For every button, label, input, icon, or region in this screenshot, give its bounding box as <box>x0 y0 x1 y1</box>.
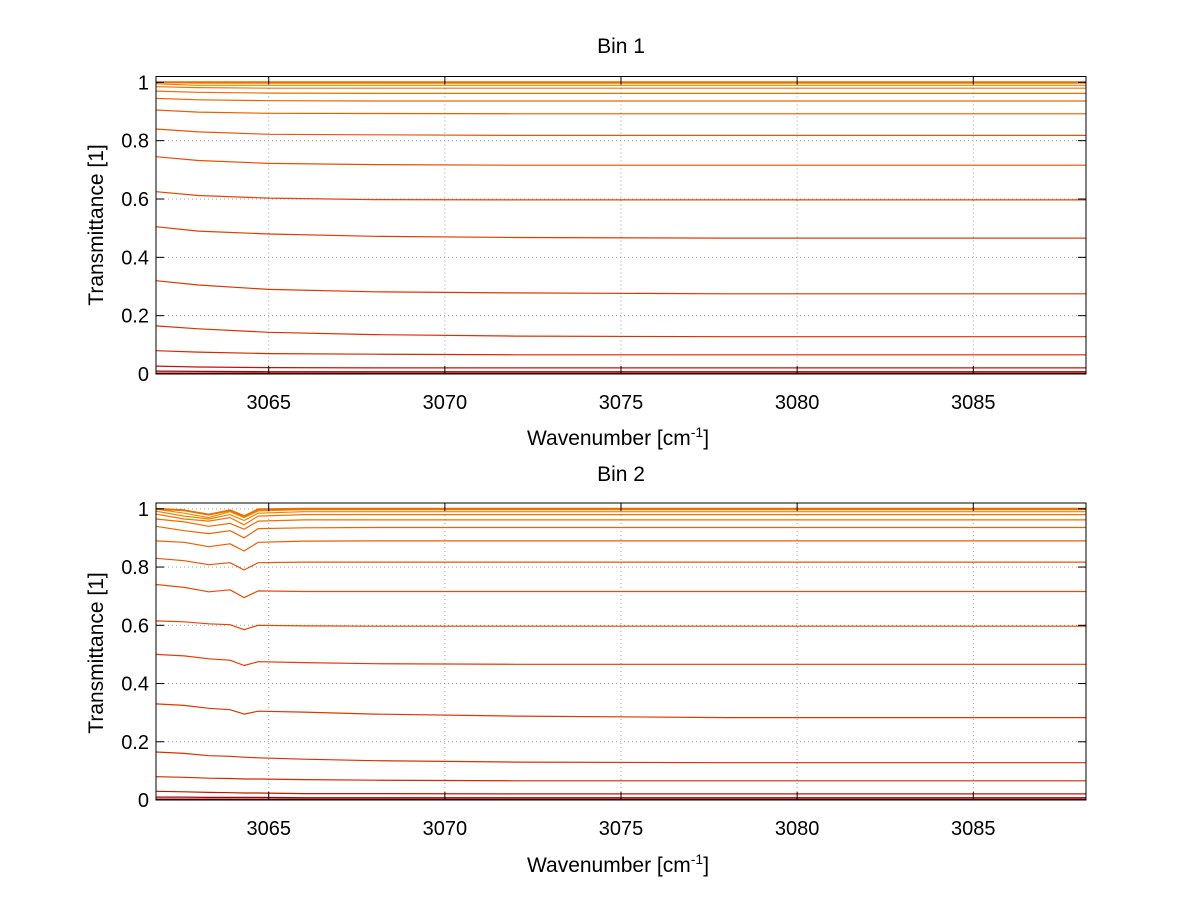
grid <box>156 76 1086 374</box>
x-tick-label: 3080 <box>775 392 820 414</box>
y-tick-label: 0 <box>138 790 149 812</box>
series-line <box>155 751 1086 764</box>
series-line <box>155 703 1086 719</box>
series-line <box>155 97 1086 102</box>
series-line <box>155 510 1086 522</box>
series-line <box>155 350 1086 356</box>
series-line <box>155 776 1086 782</box>
y-tick-label: 0.8 <box>121 131 149 153</box>
x-tick-label: 3075 <box>599 392 644 414</box>
series-line <box>155 790 1086 795</box>
x-axis-label-close: ] <box>703 427 709 450</box>
x-tick-label: 3085 <box>951 392 996 414</box>
series-group <box>155 81 1086 374</box>
y-tick-label: 0.8 <box>121 557 149 579</box>
series-line <box>155 83 1086 86</box>
series-line <box>155 90 1086 95</box>
x-axis-label-base: Wavenumber [cm <box>527 427 691 450</box>
series-line <box>155 620 1086 631</box>
y-tick-labels: 0 0.2 0.4 0.6 0.8 1 <box>121 72 149 386</box>
series-line <box>155 518 1086 530</box>
y-axis-label: Transmittance [1] <box>85 144 108 305</box>
series-line <box>155 86 1086 89</box>
y-tick-label: 0.6 <box>121 189 149 211</box>
series-line <box>155 128 1086 136</box>
grid <box>156 503 1086 800</box>
x-axis-label-base: Wavenumber [cm <box>527 854 691 877</box>
x-tick-label: 3080 <box>775 818 820 840</box>
x-tick-label: 3075 <box>599 818 644 840</box>
series-group <box>155 507 1086 800</box>
x-axis-label-close: ] <box>703 854 709 877</box>
y-tick-labels: 0 0.2 0.4 0.6 0.8 1 <box>121 499 149 812</box>
x-axis-label: Wavenumber [cm-1] <box>527 424 709 450</box>
y-tick-label: 0 <box>138 364 149 386</box>
y-tick-label: 1 <box>138 499 149 521</box>
chart-title: Bin 1 <box>597 35 645 58</box>
x-tick-labels: 3065 3070 3075 3080 3085 <box>246 392 995 414</box>
y-tick-label: 0.4 <box>121 247 149 269</box>
series-line <box>155 557 1086 571</box>
series-line <box>155 280 1086 295</box>
series-line <box>155 109 1086 115</box>
x-axis-label-exponent: -1 <box>691 851 704 867</box>
series-line <box>155 540 1086 552</box>
series-line <box>155 325 1086 338</box>
series-line <box>155 583 1086 599</box>
series-line <box>155 156 1086 166</box>
series-line <box>156 796 1086 799</box>
y-tick-label: 0.2 <box>121 732 149 754</box>
x-tick-label: 3065 <box>246 392 291 414</box>
series-line <box>155 191 1086 201</box>
y-axis-label: Transmittance [1] <box>85 572 108 733</box>
series-line <box>155 525 1086 539</box>
axis-ticks <box>156 503 1086 801</box>
x-tick-label: 3070 <box>423 818 468 840</box>
series-line <box>155 653 1086 667</box>
chart-bin-1: Bin 1 0 0.2 0.4 0.6 0.8 1 3065 3070 3075 3080 308… <box>85 35 1087 450</box>
y-tick-label: 0.6 <box>121 615 149 637</box>
chart-title: Bin 2 <box>597 463 645 486</box>
chart-bin-2: Bin 2 0 0.2 0.4 0.6 0.8 1 3065 3070 3075 3080 308… <box>85 463 1087 877</box>
x-axis-label-exponent: -1 <box>691 424 704 440</box>
x-tick-label: 3070 <box>423 392 468 414</box>
series-line <box>155 507 1086 518</box>
series-line <box>155 513 1086 526</box>
y-tick-label: 0.4 <box>121 674 149 696</box>
x-tick-labels: 3065 3070 3075 3080 3085 <box>246 818 995 840</box>
series-line <box>155 226 1086 239</box>
x-axis-label: Wavenumber [cm-1] <box>527 851 709 877</box>
y-tick-label: 1 <box>138 72 149 94</box>
axis-ticks <box>156 76 1086 375</box>
x-tick-label: 3085 <box>951 818 996 840</box>
y-tick-label: 0.2 <box>121 306 149 328</box>
x-tick-label: 3065 <box>246 818 291 840</box>
